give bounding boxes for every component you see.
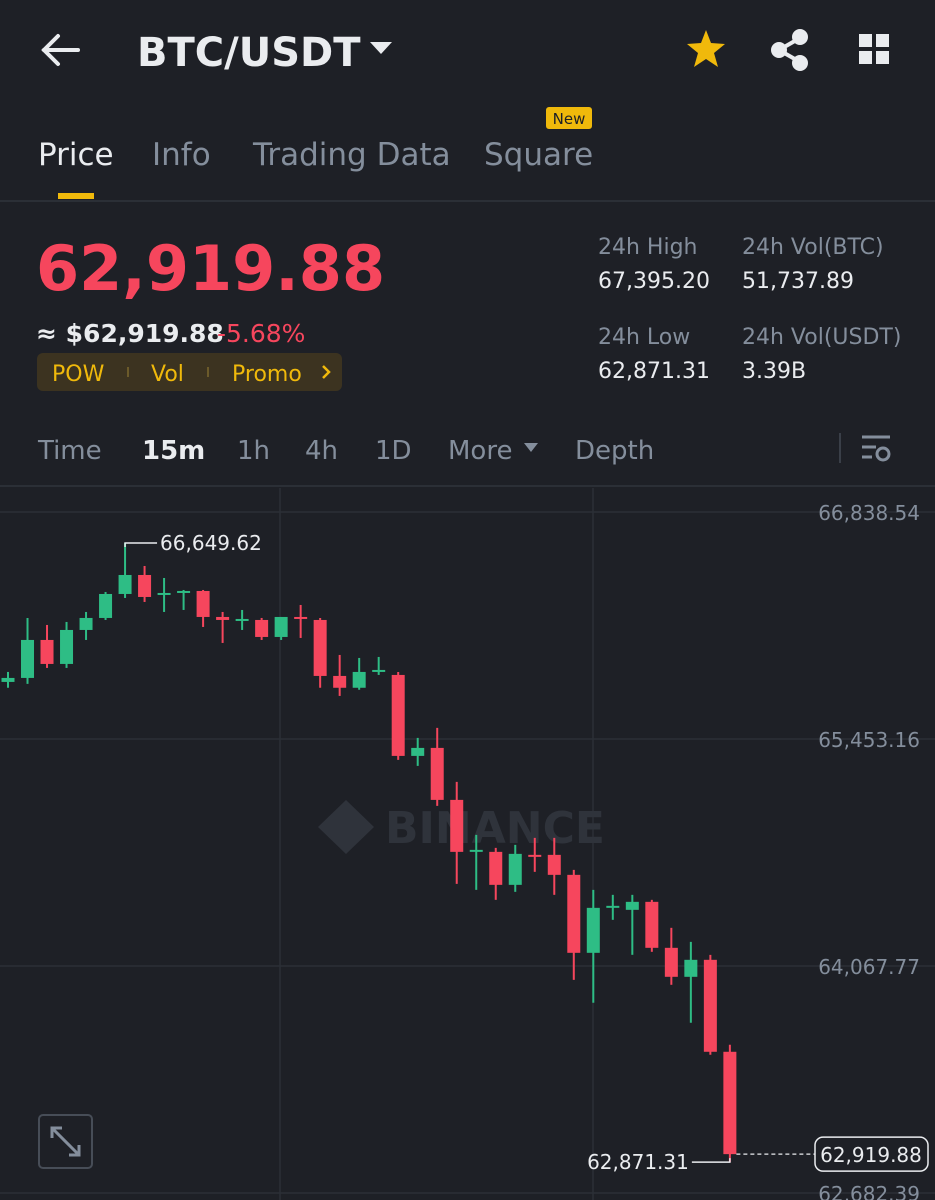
candle-body — [469, 849, 483, 852]
price-change: -5.68% — [217, 319, 305, 348]
candle-body — [1, 677, 15, 682]
last-price: 62,919.88 — [36, 232, 385, 305]
candle-body — [216, 616, 230, 620]
candle-body — [196, 590, 210, 617]
candle-body — [138, 574, 152, 597]
candle-body — [430, 747, 444, 800]
interval[interactable]: Depth — [575, 436, 654, 466]
candle-body — [372, 669, 386, 672]
candle-body — [625, 901, 639, 910]
candle-body — [586, 907, 600, 953]
candle-body — [684, 959, 698, 977]
new-badge: New — [553, 110, 586, 128]
candle-body — [411, 747, 425, 756]
candle-body — [177, 590, 191, 593]
chart-settings-icon[interactable] — [862, 435, 891, 462]
tab[interactable]: Price — [38, 137, 114, 173]
interval[interactable]: 15m — [142, 436, 205, 466]
candle-body — [352, 671, 366, 688]
candle-body — [118, 574, 132, 594]
tag-box — [37, 353, 342, 391]
stat-value: 51,737.89 — [742, 269, 854, 294]
stat-label: 24h High — [598, 235, 698, 260]
interval[interactable]: Time — [37, 436, 102, 466]
candle-body — [255, 619, 269, 637]
tag[interactable]: Promo — [232, 362, 302, 387]
last-price-box — [814, 1136, 929, 1172]
tag[interactable]: POW — [52, 362, 105, 387]
share-icon[interactable] — [771, 29, 808, 71]
tab[interactable]: Square — [484, 137, 593, 173]
max-marker — [124, 542, 158, 547]
new-badge-bg — [546, 107, 592, 129]
interval[interactable]: More — [448, 436, 512, 466]
interval[interactable]: 4h — [305, 436, 338, 466]
tag[interactable]: Vol — [151, 362, 184, 387]
candle-body — [606, 905, 620, 908]
y-tick-label: 62,682.39 — [818, 1182, 920, 1200]
stat-label: 24h Vol(USDT) — [742, 325, 901, 350]
candle-body — [40, 639, 54, 664]
min-marker — [691, 1158, 731, 1163]
candle-body — [450, 799, 464, 852]
candle-body — [21, 639, 35, 678]
pair-dropdown[interactable] — [370, 42, 392, 54]
candle-body — [60, 629, 74, 664]
candle-body — [294, 616, 308, 619]
candle-body — [547, 854, 561, 875]
stat-label: 24h Low — [598, 325, 690, 350]
menu-icon[interactable] — [859, 34, 889, 64]
y-tick-label: 66,838.54 — [818, 501, 920, 525]
candle-body — [664, 947, 678, 977]
interval[interactable]: 1h — [237, 436, 270, 466]
candle-body — [528, 854, 542, 857]
last-price-label: 62,919.88 — [820, 1143, 922, 1167]
stat-value: 67,395.20 — [598, 269, 710, 294]
candle-body — [723, 1051, 737, 1155]
tab[interactable]: Trading Data — [252, 137, 451, 173]
candle-body — [508, 853, 522, 885]
stat-label: 24h Vol(BTC) — [742, 235, 884, 260]
candle-body — [157, 592, 171, 595]
watermark: BINANCE — [385, 803, 605, 854]
candle-body — [99, 593, 113, 618]
more-dropdown[interactable] — [524, 443, 538, 452]
pair-title[interactable]: BTC/USDT — [137, 30, 361, 76]
max-label: 66,649.62 — [160, 531, 262, 555]
stat-value: 3.39B — [742, 359, 806, 384]
interval[interactable]: 1D — [375, 436, 412, 466]
expand-icon — [50, 1126, 81, 1157]
tab[interactable]: Info — [152, 137, 211, 173]
watermark-logo — [318, 800, 374, 854]
candle-body — [313, 619, 327, 676]
tab-indicator — [58, 193, 94, 199]
candle-body — [274, 616, 288, 637]
candle-body — [567, 874, 581, 953]
candle-body — [391, 674, 405, 756]
stat-value: 62,871.31 — [598, 359, 710, 384]
favorite-icon[interactable] — [687, 30, 725, 67]
fiat-price: ≈ $62,919.88 — [36, 319, 224, 348]
y-tick-label: 64,067.77 — [818, 955, 920, 979]
candle-body — [79, 617, 93, 630]
candle-body — [703, 959, 717, 1052]
back-button[interactable] — [41, 34, 80, 66]
candlestick-chart: 66,838.54 65,453.16 64,067.77 62,682.39 66,6… — [0, 501, 935, 1200]
candle-body — [645, 901, 659, 948]
candle-body — [235, 618, 249, 621]
min-label: 62,871.31 — [587, 1150, 689, 1174]
tag-chevron — [322, 365, 331, 379]
candle-body — [333, 675, 347, 688]
expand-button[interactable] — [38, 1114, 93, 1169]
candle-body — [489, 851, 503, 885]
y-tick-label: 65,453.16 — [818, 728, 920, 752]
